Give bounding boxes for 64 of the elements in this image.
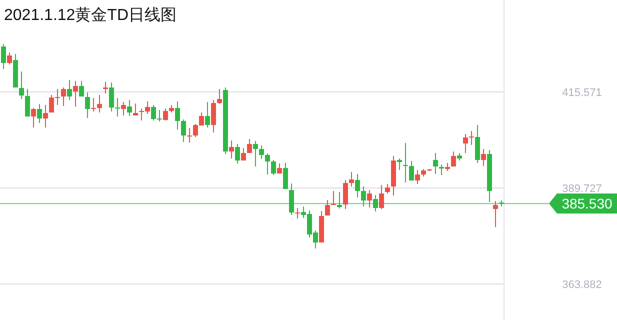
- candlestick: [175, 100, 180, 130]
- candlestick: [163, 108, 168, 121]
- candlestick: [121, 101, 126, 116]
- candlestick: [373, 194, 378, 212]
- candlestick: [103, 81, 108, 94]
- candlestick: [217, 88, 222, 105]
- candlestick: [79, 80, 84, 98]
- candlestick: [19, 71, 24, 100]
- candlestick: [187, 128, 192, 144]
- candlestick: [211, 99, 216, 134]
- candlestick: [343, 179, 348, 210]
- candlestick: [127, 99, 132, 116]
- candlestick: [355, 173, 360, 198]
- candlestick: [229, 140, 234, 160]
- candlestick: [31, 108, 36, 128]
- candlestick: [43, 104, 48, 128]
- candlestick: [235, 143, 240, 164]
- candlestick: [379, 184, 384, 210]
- candlestick: [499, 200, 504, 207]
- candlestick: [403, 142, 408, 183]
- chart-title: 2021.1.12黄金TD日线图: [4, 6, 177, 24]
- y-tick-label: 389.727: [562, 182, 602, 195]
- candlestick: [61, 87, 66, 106]
- candlestick: [205, 101, 210, 128]
- candlestick: [1, 43, 6, 70]
- candlestick: [409, 160, 414, 182]
- candlestick: [97, 94, 102, 114]
- candlestick: [115, 98, 120, 118]
- candlestick: [451, 151, 456, 168]
- candlestick: [85, 92, 90, 119]
- candlestick: [289, 183, 294, 216]
- candlestick: [253, 140, 258, 168]
- y-tick-label: 415.571: [562, 86, 602, 99]
- candlestick: [475, 124, 480, 164]
- candlestick: [367, 189, 372, 208]
- candlestick: [91, 98, 96, 112]
- candlestick: [37, 104, 42, 124]
- candlestick: [73, 80, 78, 108]
- candlestick: [241, 147, 246, 162]
- candlestick: [25, 88, 30, 118]
- candlestick: [247, 138, 252, 154]
- candlestick: [361, 186, 366, 208]
- candlestick: [67, 79, 72, 100]
- candlestick: [331, 190, 336, 206]
- candlestick: [271, 159, 276, 176]
- candlestick: [481, 148, 486, 167]
- candlestick: [181, 118, 186, 142]
- candlestick: [433, 152, 438, 174]
- candlestick: [283, 162, 288, 190]
- y-tick-label: 363.882: [562, 279, 602, 292]
- candlestick: [493, 200, 498, 228]
- candlestick: [7, 52, 12, 66]
- candlestick: [109, 82, 114, 112]
- candlestick: [259, 144, 264, 160]
- candlestick: [463, 134, 468, 154]
- candlestick: [265, 152, 270, 175]
- candlestick: [415, 169, 420, 184]
- candlestick: [349, 172, 354, 188]
- candlestick: [385, 183, 390, 194]
- candlestick: [133, 102, 138, 116]
- candlestick: [295, 208, 300, 220]
- candlestick: [469, 130, 474, 146]
- ref-line-label: 385.530: [562, 196, 613, 212]
- candlestick: [325, 199, 330, 216]
